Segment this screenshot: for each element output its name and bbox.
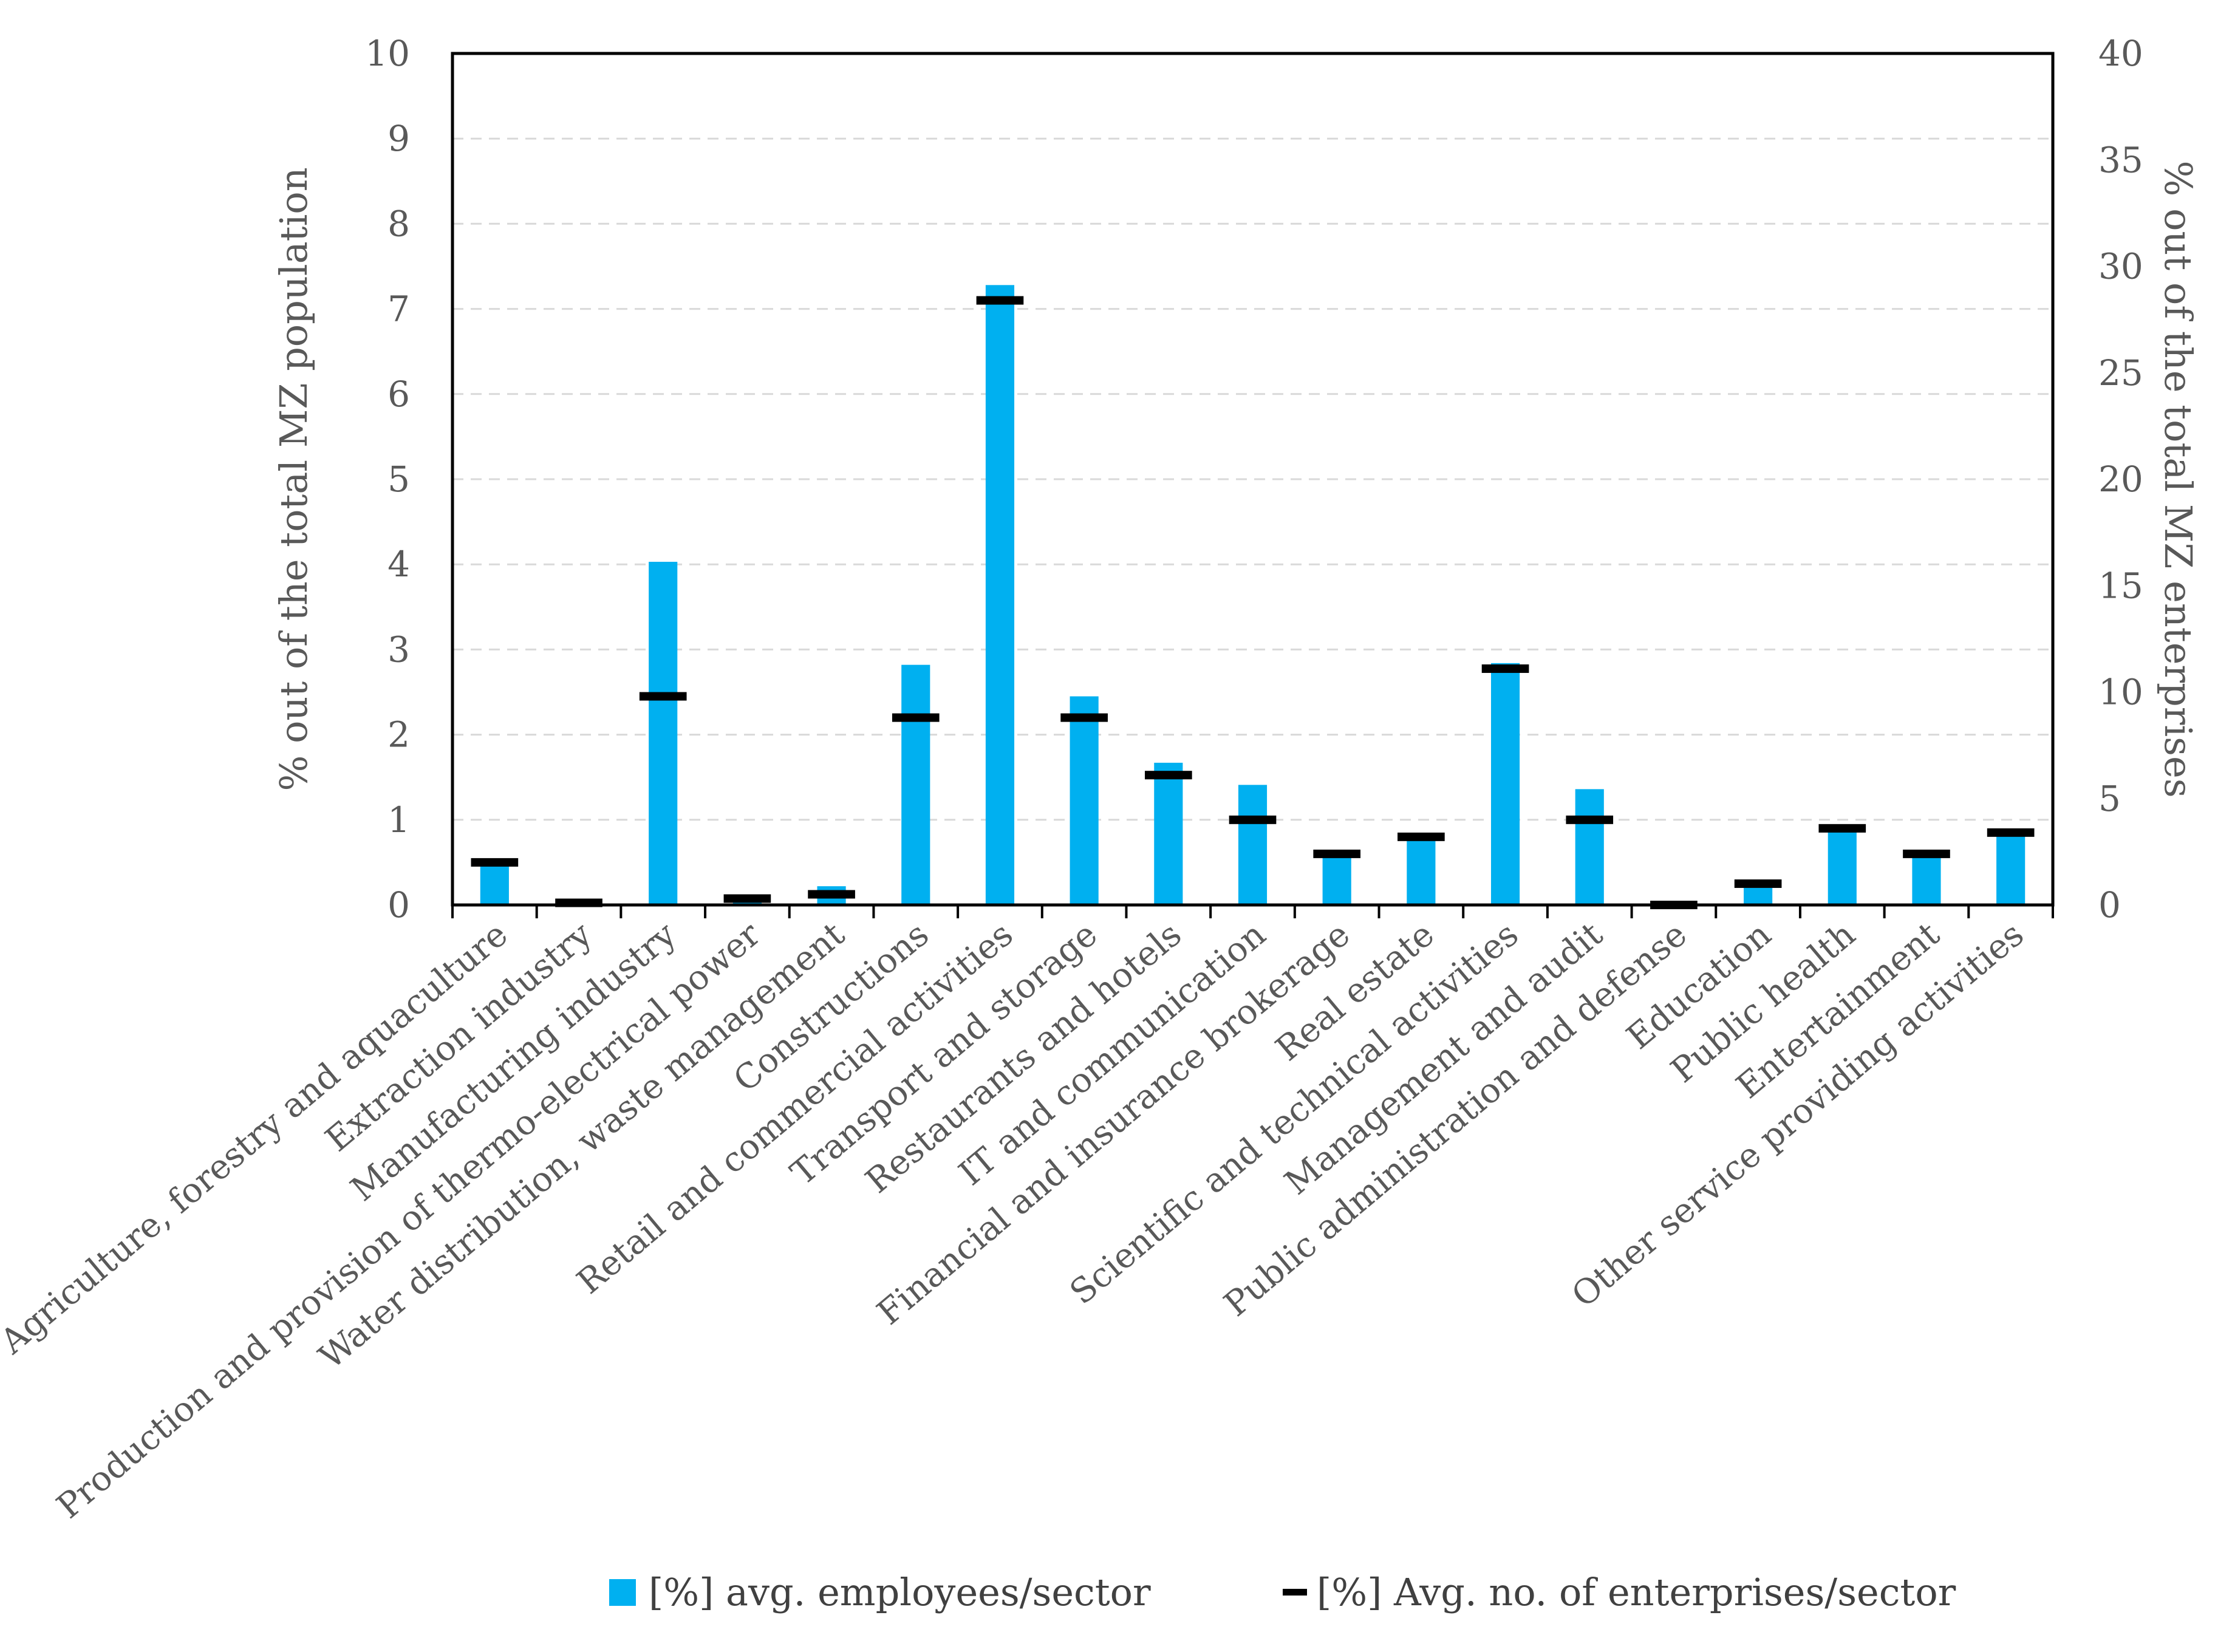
bar bbox=[649, 561, 678, 905]
legend: [%] avg. employees/sector [%] Avg. no. o… bbox=[609, 1570, 1956, 1614]
left-tick-label: 7 bbox=[387, 288, 410, 330]
enterprise-marker bbox=[1313, 849, 1361, 858]
enterprise-marker bbox=[1987, 828, 2035, 837]
bar bbox=[985, 285, 1015, 905]
bar bbox=[1070, 696, 1099, 905]
left-tick-label: 5 bbox=[387, 459, 410, 500]
plot-area-frame bbox=[451, 52, 2055, 907]
enterprise-marker bbox=[1734, 879, 1782, 888]
bar bbox=[1744, 887, 1773, 905]
right-tick-label: 15 bbox=[2098, 565, 2143, 606]
legend-swatch-employees bbox=[609, 1579, 636, 1606]
gridlines bbox=[452, 137, 2053, 821]
legend-label-enterprises: [%] Avg. no. of enterprises/sector bbox=[1317, 1570, 1956, 1614]
left-tick-label: 2 bbox=[387, 714, 410, 756]
right-tick-label: 25 bbox=[2098, 352, 2143, 394]
enterprise-marker bbox=[892, 713, 940, 722]
category-labels: Agriculture, forestry and aquacultureExt… bbox=[0, 905, 2054, 1526]
right-axis-title: % out of the total MZ enterprises bbox=[2156, 160, 2200, 797]
category-label: Manufacturing industry bbox=[343, 915, 684, 1209]
enterprise-marker bbox=[1060, 713, 1108, 722]
right-tick-label: 30 bbox=[2098, 246, 2143, 287]
right-tick-label: 20 bbox=[2098, 459, 2143, 500]
enterprise-marker bbox=[1229, 815, 1277, 824]
enterprise-marker bbox=[1481, 664, 1529, 673]
left-tick-label: 3 bbox=[387, 629, 410, 670]
enterprise-marker bbox=[1144, 771, 1192, 780]
bar bbox=[1407, 834, 1436, 905]
bar bbox=[1828, 830, 1857, 905]
left-tick-label: 9 bbox=[387, 118, 410, 159]
left-tick-label: 8 bbox=[387, 203, 410, 244]
bar bbox=[1238, 785, 1268, 905]
enterprise-marker bbox=[1818, 824, 1866, 833]
legend-swatch-enterprises bbox=[1283, 1589, 1307, 1596]
bar bbox=[732, 900, 762, 905]
bar bbox=[1575, 789, 1604, 905]
left-axis-title: % out of the total MZ population bbox=[271, 167, 316, 791]
bar bbox=[1912, 853, 1941, 905]
left-tick-label: 4 bbox=[387, 544, 410, 585]
left-tick-label: 10 bbox=[365, 33, 410, 74]
enterprise-marker bbox=[976, 296, 1024, 305]
enterprises-markers bbox=[471, 296, 2035, 909]
enterprise-marker bbox=[723, 894, 771, 903]
employees-bars bbox=[480, 285, 2026, 905]
right-tick-label: 5 bbox=[2098, 778, 2121, 819]
bar bbox=[1322, 853, 1351, 905]
right-tick-label: 10 bbox=[2098, 672, 2143, 713]
right-tick-label: 40 bbox=[2098, 33, 2143, 74]
enterprise-marker bbox=[1398, 832, 1445, 841]
right-tick-label: 0 bbox=[2098, 884, 2121, 926]
right-tick-label: 35 bbox=[2098, 139, 2143, 180]
bar bbox=[480, 862, 509, 905]
right-axis-ticks: 0 5 10 15 20 25 30 35 40 bbox=[2098, 33, 2143, 926]
axes bbox=[451, 52, 2055, 907]
bar bbox=[1154, 762, 1183, 905]
enterprise-marker bbox=[1566, 815, 1614, 824]
enterprise-marker bbox=[1903, 849, 1950, 858]
bar bbox=[901, 664, 930, 905]
enterprise-marker bbox=[639, 692, 687, 701]
enterprise-marker bbox=[808, 890, 855, 899]
left-tick-label: 0 bbox=[387, 884, 410, 926]
bar bbox=[1490, 663, 1520, 905]
legend-label-employees: [%] avg. employees/sector bbox=[649, 1570, 1151, 1614]
left-tick-label: 1 bbox=[387, 799, 410, 841]
left-axis-ticks: 0 1 2 3 4 5 6 7 8 9 10 bbox=[365, 33, 410, 926]
bar bbox=[1996, 832, 2026, 905]
left-tick-label: 6 bbox=[387, 374, 410, 415]
enterprise-marker bbox=[471, 858, 519, 867]
